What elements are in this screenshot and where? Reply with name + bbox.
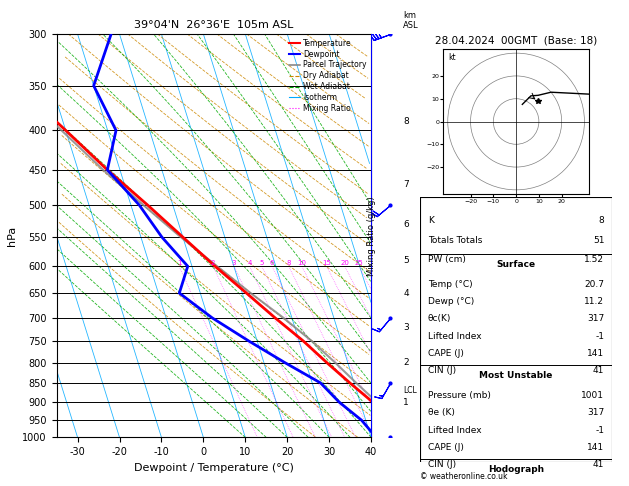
- Text: kt: kt: [448, 53, 455, 62]
- Text: 2: 2: [211, 260, 215, 266]
- Text: 1: 1: [177, 260, 181, 266]
- Text: 8: 8: [403, 118, 409, 126]
- Text: 317: 317: [587, 408, 604, 417]
- Text: 317: 317: [587, 314, 604, 323]
- Legend: Temperature, Dewpoint, Parcel Trajectory, Dry Adiabat, Wet Adiabat, Isotherm, Mi: Temperature, Dewpoint, Parcel Trajectory…: [287, 38, 367, 114]
- Text: 3: 3: [232, 260, 237, 266]
- Text: 8: 8: [286, 260, 291, 266]
- Text: 1001: 1001: [581, 391, 604, 400]
- Text: 141: 141: [587, 349, 604, 358]
- Text: 20.7: 20.7: [584, 280, 604, 289]
- Title: 28.04.2024  00GMT  (Base: 18): 28.04.2024 00GMT (Base: 18): [435, 35, 597, 45]
- Text: CIN (J): CIN (J): [428, 460, 456, 469]
- Text: 7: 7: [403, 180, 409, 189]
- Title: 39°04'N  26°36'E  105m ASL: 39°04'N 26°36'E 105m ASL: [134, 20, 294, 31]
- Text: 20: 20: [340, 260, 349, 266]
- Text: CAPE (J): CAPE (J): [428, 349, 464, 358]
- Text: 1: 1: [403, 398, 409, 407]
- Text: 41: 41: [593, 366, 604, 375]
- Text: Hodograph: Hodograph: [488, 466, 544, 474]
- Text: LCL: LCL: [403, 386, 417, 395]
- Text: 1.52: 1.52: [584, 255, 604, 264]
- Text: 3: 3: [403, 323, 409, 332]
- Text: 41: 41: [593, 460, 604, 469]
- Text: km
ASL: km ASL: [403, 11, 419, 30]
- X-axis label: Dewpoint / Temperature (°C): Dewpoint / Temperature (°C): [134, 463, 294, 473]
- Text: 15: 15: [322, 260, 331, 266]
- Text: Pressure (mb): Pressure (mb): [428, 391, 491, 400]
- Text: © weatheronline.co.uk: © weatheronline.co.uk: [420, 472, 508, 481]
- Text: PW (cm): PW (cm): [428, 255, 465, 264]
- Text: 5: 5: [260, 260, 264, 266]
- Text: 5: 5: [403, 256, 409, 265]
- Text: 11.2: 11.2: [584, 297, 604, 306]
- Text: -1: -1: [595, 426, 604, 434]
- Text: θc(K): θc(K): [428, 314, 451, 323]
- Text: 8: 8: [599, 216, 604, 225]
- Text: 25: 25: [355, 260, 364, 266]
- Y-axis label: hPa: hPa: [7, 226, 17, 246]
- Text: 4: 4: [247, 260, 252, 266]
- Text: 141: 141: [587, 443, 604, 452]
- Text: Dewp (°C): Dewp (°C): [428, 297, 474, 306]
- Text: CAPE (J): CAPE (J): [428, 443, 464, 452]
- Text: Temp (°C): Temp (°C): [428, 280, 472, 289]
- Text: 6: 6: [270, 260, 274, 266]
- Text: Lifted Index: Lifted Index: [428, 331, 481, 341]
- Text: -1: -1: [595, 331, 604, 341]
- Text: θe (K): θe (K): [428, 408, 455, 417]
- Text: Totals Totals: Totals Totals: [428, 236, 482, 244]
- Text: 51: 51: [593, 236, 604, 244]
- Text: 4: 4: [403, 289, 409, 297]
- Text: Most Unstable: Most Unstable: [479, 371, 553, 381]
- Text: Mixing Ratio (g/kg): Mixing Ratio (g/kg): [367, 196, 376, 276]
- Text: CIN (J): CIN (J): [428, 366, 456, 375]
- Text: K: K: [428, 216, 434, 225]
- Text: 2: 2: [403, 358, 409, 367]
- Text: Surface: Surface: [496, 260, 536, 269]
- Text: 6: 6: [403, 220, 409, 229]
- Text: Lifted Index: Lifted Index: [428, 426, 481, 434]
- Text: 10: 10: [298, 260, 306, 266]
